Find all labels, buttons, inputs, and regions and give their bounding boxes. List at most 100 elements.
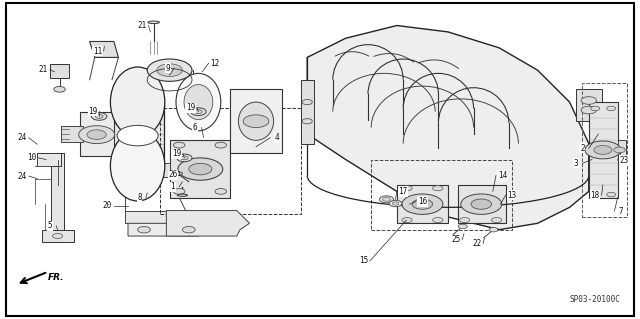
Circle shape — [302, 100, 312, 105]
Text: FR.: FR. — [48, 273, 65, 282]
Circle shape — [243, 115, 269, 128]
Text: 19: 19 — [172, 149, 181, 158]
Circle shape — [180, 156, 188, 160]
Circle shape — [178, 158, 223, 180]
Circle shape — [177, 154, 192, 162]
Text: 24: 24 — [18, 172, 27, 181]
Circle shape — [607, 106, 616, 111]
Text: 19: 19 — [88, 107, 97, 115]
Polygon shape — [50, 64, 69, 78]
Circle shape — [471, 199, 492, 209]
Text: 22: 22 — [472, 239, 481, 248]
Polygon shape — [61, 126, 83, 142]
Polygon shape — [170, 140, 230, 198]
Polygon shape — [301, 80, 314, 144]
Text: 9: 9 — [165, 64, 170, 73]
Polygon shape — [42, 230, 74, 242]
Ellipse shape — [173, 172, 182, 176]
Polygon shape — [37, 153, 61, 166]
Circle shape — [581, 97, 596, 104]
Circle shape — [402, 186, 412, 191]
Text: 13: 13 — [508, 191, 516, 200]
Ellipse shape — [177, 194, 188, 196]
Text: 21: 21 — [39, 65, 48, 74]
Circle shape — [191, 108, 206, 115]
Text: 10: 10 — [28, 153, 36, 162]
Circle shape — [173, 189, 185, 194]
Circle shape — [461, 194, 502, 214]
Circle shape — [92, 113, 107, 120]
Polygon shape — [307, 26, 589, 230]
Polygon shape — [397, 185, 448, 223]
Polygon shape — [166, 211, 250, 236]
Ellipse shape — [176, 73, 221, 131]
Circle shape — [302, 119, 312, 124]
Text: 14: 14 — [498, 171, 507, 180]
Polygon shape — [90, 41, 118, 57]
Polygon shape — [618, 140, 626, 160]
Ellipse shape — [110, 131, 165, 201]
Circle shape — [412, 199, 433, 209]
Bar — [582, 83, 627, 217]
Circle shape — [489, 227, 498, 232]
Text: 12: 12 — [211, 59, 220, 68]
Text: 20: 20 — [103, 201, 112, 210]
Circle shape — [87, 130, 106, 139]
Text: 26: 26 — [168, 170, 177, 179]
Text: 3: 3 — [573, 159, 579, 168]
Ellipse shape — [389, 200, 402, 207]
Circle shape — [402, 218, 412, 223]
Circle shape — [591, 106, 600, 111]
Circle shape — [594, 145, 612, 154]
Circle shape — [492, 218, 502, 223]
Text: 25: 25 — [451, 235, 460, 244]
Circle shape — [95, 115, 103, 118]
Text: 11: 11 — [93, 47, 102, 56]
Text: 19: 19 — [186, 103, 195, 112]
Text: 1: 1 — [170, 182, 175, 191]
Ellipse shape — [147, 59, 192, 81]
Circle shape — [189, 163, 212, 175]
Ellipse shape — [148, 21, 159, 24]
Ellipse shape — [184, 85, 212, 120]
Polygon shape — [230, 89, 282, 153]
Circle shape — [433, 218, 443, 223]
Polygon shape — [576, 89, 602, 121]
Bar — [160, 108, 301, 214]
Text: 6: 6 — [193, 123, 198, 132]
Circle shape — [433, 186, 443, 191]
Text: 21: 21 — [138, 21, 147, 30]
Circle shape — [460, 218, 470, 223]
Text: 23: 23 — [620, 156, 628, 165]
Circle shape — [182, 226, 195, 233]
Text: 15: 15 — [359, 256, 368, 265]
Circle shape — [215, 189, 227, 194]
Circle shape — [138, 226, 150, 233]
Polygon shape — [141, 163, 170, 177]
Circle shape — [581, 106, 596, 114]
Circle shape — [54, 86, 65, 92]
Text: 8: 8 — [137, 193, 142, 202]
Circle shape — [52, 234, 63, 239]
Text: 16: 16 — [418, 197, 427, 206]
Circle shape — [607, 192, 616, 197]
Circle shape — [215, 142, 227, 148]
Polygon shape — [125, 211, 186, 223]
Circle shape — [614, 147, 625, 153]
Text: 7: 7 — [618, 207, 623, 216]
Circle shape — [591, 192, 600, 197]
Circle shape — [195, 110, 202, 114]
Polygon shape — [51, 153, 64, 242]
Polygon shape — [80, 112, 114, 156]
Ellipse shape — [383, 197, 390, 201]
Ellipse shape — [157, 64, 182, 77]
Polygon shape — [458, 185, 506, 223]
Text: SP03-20100C: SP03-20100C — [570, 295, 621, 304]
Polygon shape — [128, 223, 211, 236]
Circle shape — [79, 126, 115, 144]
Ellipse shape — [239, 102, 274, 140]
Polygon shape — [589, 102, 618, 198]
Text: 17: 17 — [399, 187, 408, 196]
Text: 24: 24 — [18, 133, 27, 142]
Circle shape — [458, 224, 467, 229]
